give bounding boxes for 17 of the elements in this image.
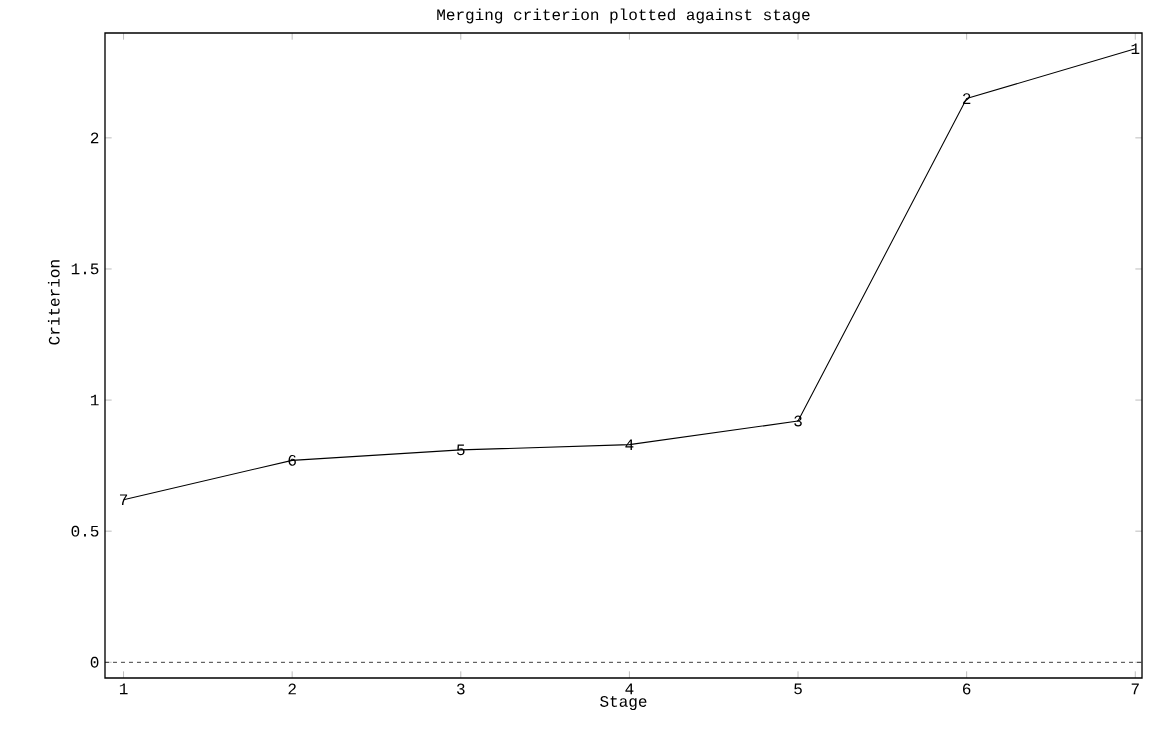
y-tick-label: 0 (90, 656, 99, 668)
y-axis-title: Criterion (47, 260, 60, 345)
x-axis-title: Stage (600, 696, 647, 711)
x-tick-label: 3 (456, 683, 465, 695)
x-tick-label: 7 (1131, 683, 1139, 695)
x-tick-label: 2 (288, 683, 296, 695)
x-tick-label: 5 (794, 683, 802, 695)
x-tick-label: 1 (119, 683, 128, 695)
y-tick-label: 0.5 (71, 525, 99, 537)
annotation: 1 (1131, 43, 1140, 54)
y-tick-label: 1 (90, 394, 99, 406)
x-tick-label: 6 (963, 683, 971, 695)
y-tick-label: 2 (90, 132, 99, 144)
y-tick-label: 1.5 (71, 263, 99, 275)
annotation: 7 (119, 494, 128, 505)
x-tick-label: 4 (625, 683, 634, 695)
chart-title: Merging criterion plotted against stage (437, 8, 810, 24)
